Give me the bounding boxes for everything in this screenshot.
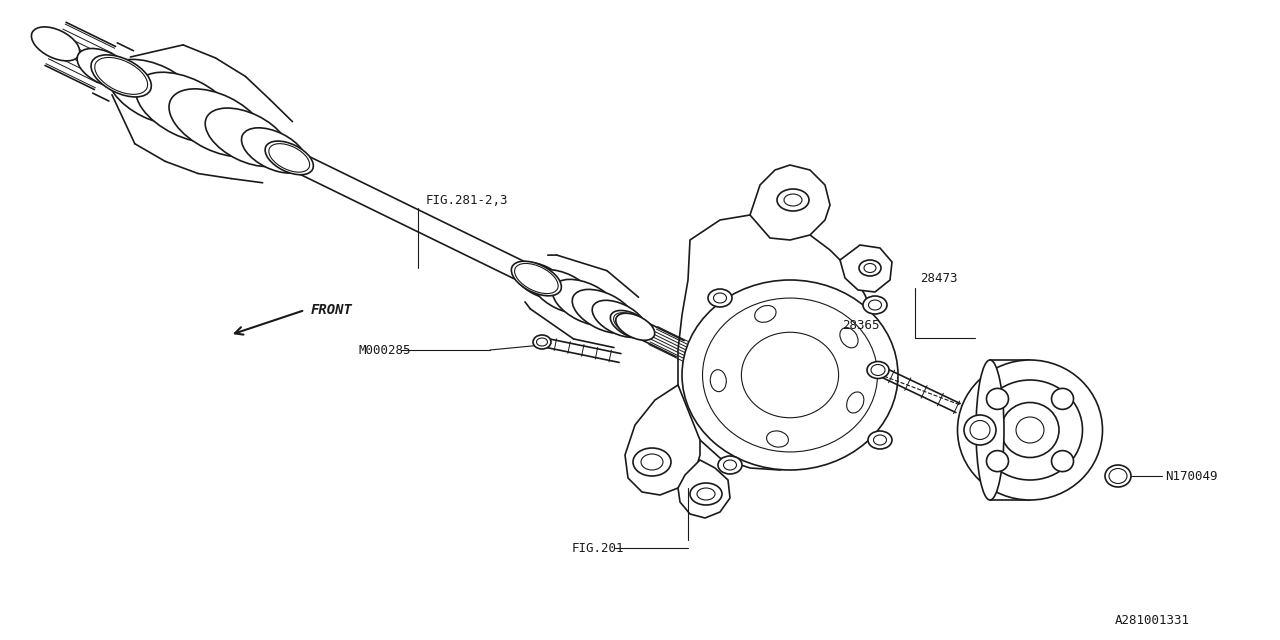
Ellipse shape bbox=[987, 388, 1009, 410]
Ellipse shape bbox=[713, 293, 727, 303]
Polygon shape bbox=[625, 385, 700, 495]
Ellipse shape bbox=[718, 456, 742, 474]
Ellipse shape bbox=[32, 27, 79, 61]
Ellipse shape bbox=[515, 264, 558, 294]
Ellipse shape bbox=[703, 298, 878, 452]
Ellipse shape bbox=[873, 435, 887, 445]
Ellipse shape bbox=[593, 300, 646, 337]
Ellipse shape bbox=[1105, 465, 1132, 487]
Ellipse shape bbox=[91, 55, 151, 97]
Ellipse shape bbox=[511, 261, 562, 296]
Ellipse shape bbox=[136, 72, 236, 143]
Ellipse shape bbox=[868, 431, 892, 449]
Ellipse shape bbox=[864, 264, 876, 273]
Ellipse shape bbox=[205, 108, 289, 166]
Ellipse shape bbox=[242, 128, 306, 173]
Text: M000285: M000285 bbox=[358, 344, 411, 356]
Text: FIG.281-2,3: FIG.281-2,3 bbox=[426, 193, 508, 207]
Ellipse shape bbox=[755, 305, 776, 323]
Ellipse shape bbox=[978, 380, 1083, 480]
Text: 28473: 28473 bbox=[920, 271, 957, 285]
Text: 28365: 28365 bbox=[842, 319, 879, 332]
Ellipse shape bbox=[859, 260, 881, 276]
Ellipse shape bbox=[169, 89, 266, 157]
Text: FIG.201: FIG.201 bbox=[572, 541, 625, 554]
Ellipse shape bbox=[1052, 388, 1074, 410]
Ellipse shape bbox=[1001, 403, 1059, 458]
Polygon shape bbox=[750, 165, 829, 240]
Ellipse shape bbox=[515, 262, 568, 300]
Polygon shape bbox=[678, 215, 881, 470]
Ellipse shape bbox=[957, 360, 1102, 500]
Ellipse shape bbox=[870, 365, 884, 376]
Ellipse shape bbox=[532, 335, 550, 349]
Ellipse shape bbox=[977, 360, 1004, 500]
Ellipse shape bbox=[867, 362, 890, 378]
Ellipse shape bbox=[611, 310, 652, 339]
Ellipse shape bbox=[785, 194, 803, 206]
Ellipse shape bbox=[531, 269, 595, 314]
Ellipse shape bbox=[553, 280, 620, 326]
Text: N170049: N170049 bbox=[1165, 470, 1217, 483]
Ellipse shape bbox=[698, 488, 716, 500]
Ellipse shape bbox=[863, 296, 887, 314]
Ellipse shape bbox=[572, 289, 635, 333]
Ellipse shape bbox=[108, 60, 201, 125]
Ellipse shape bbox=[708, 289, 732, 307]
Ellipse shape bbox=[1016, 417, 1044, 443]
Ellipse shape bbox=[846, 392, 864, 413]
Polygon shape bbox=[678, 460, 730, 518]
Ellipse shape bbox=[970, 420, 989, 440]
Ellipse shape bbox=[641, 454, 663, 470]
Ellipse shape bbox=[710, 370, 726, 392]
Ellipse shape bbox=[869, 300, 882, 310]
Ellipse shape bbox=[613, 313, 648, 337]
Ellipse shape bbox=[987, 451, 1009, 472]
Ellipse shape bbox=[616, 313, 654, 340]
Ellipse shape bbox=[536, 338, 548, 346]
Ellipse shape bbox=[690, 483, 722, 505]
Ellipse shape bbox=[265, 141, 314, 175]
Ellipse shape bbox=[1108, 468, 1126, 483]
Ellipse shape bbox=[77, 49, 133, 88]
Ellipse shape bbox=[723, 460, 736, 470]
Text: FRONT: FRONT bbox=[311, 303, 353, 317]
Ellipse shape bbox=[964, 415, 996, 445]
Ellipse shape bbox=[777, 189, 809, 211]
Ellipse shape bbox=[634, 448, 671, 476]
Ellipse shape bbox=[741, 332, 838, 418]
Ellipse shape bbox=[767, 431, 788, 447]
Polygon shape bbox=[840, 245, 892, 292]
Ellipse shape bbox=[840, 328, 858, 348]
Ellipse shape bbox=[682, 280, 899, 470]
Text: A281001331: A281001331 bbox=[1115, 614, 1190, 627]
Ellipse shape bbox=[95, 58, 147, 94]
Ellipse shape bbox=[1052, 451, 1074, 472]
Ellipse shape bbox=[269, 143, 310, 172]
